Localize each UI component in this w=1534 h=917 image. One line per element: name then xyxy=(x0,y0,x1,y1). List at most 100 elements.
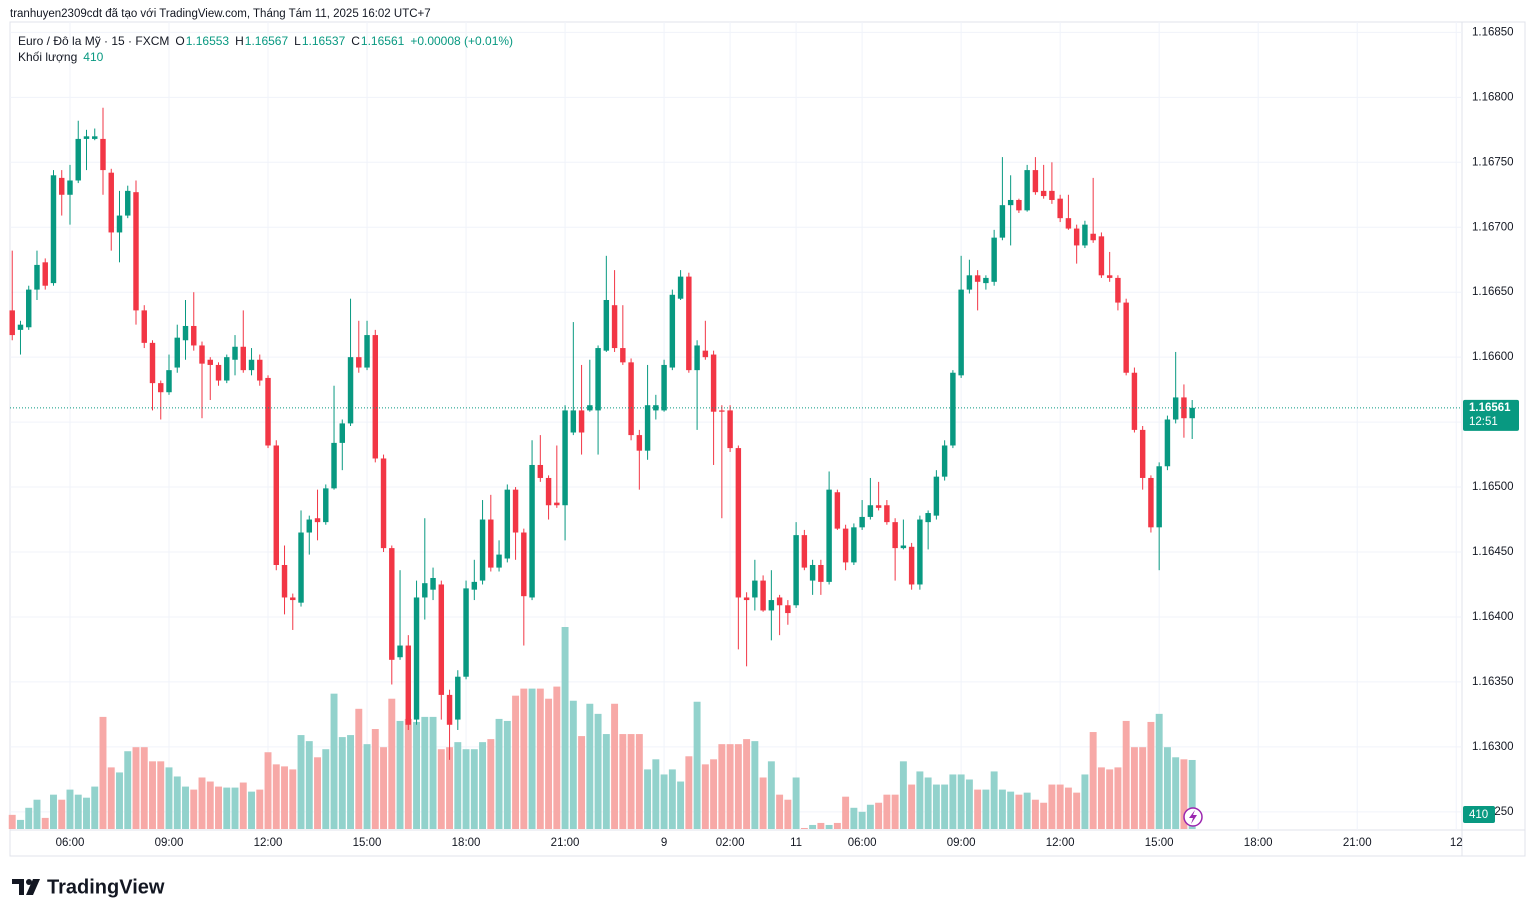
volume-bar xyxy=(371,729,379,829)
volume-bar xyxy=(132,747,140,829)
volume-bar xyxy=(635,734,643,829)
volume-bar xyxy=(536,688,544,829)
x-tick-label: 12:00 xyxy=(254,837,283,849)
candle-body xyxy=(50,175,57,284)
volume-bar xyxy=(165,767,173,829)
candle-body xyxy=(471,581,478,590)
candle-body xyxy=(1172,397,1179,420)
volume-bar xyxy=(842,796,850,829)
candle-body xyxy=(620,348,626,363)
volume-bar xyxy=(1163,747,1171,829)
volume-bar xyxy=(809,824,817,829)
candle-body xyxy=(1123,302,1129,373)
candle-body xyxy=(306,519,313,533)
volume-bar xyxy=(1073,792,1081,829)
candle-body xyxy=(215,364,222,381)
candle-body xyxy=(298,532,304,603)
ohlc-value: 1.16567 xyxy=(245,34,289,48)
volume-bar xyxy=(677,781,685,829)
volume-bar xyxy=(883,794,891,829)
volume-bar xyxy=(206,781,214,829)
candle-body xyxy=(727,410,733,449)
candle-body xyxy=(562,410,568,506)
volume-bar xyxy=(239,782,247,829)
volume-bar xyxy=(1081,774,1089,829)
x-tick-label: 18:00 xyxy=(452,837,481,849)
y-tick-label: 1.16300 xyxy=(1472,741,1514,753)
candle-body xyxy=(281,564,288,598)
candle-body xyxy=(26,289,32,328)
candle-body xyxy=(768,600,775,611)
candle-body xyxy=(991,237,997,282)
candle-body xyxy=(182,325,189,341)
volume-bar xyxy=(701,764,709,829)
volume-bar xyxy=(173,776,181,829)
volume-bar xyxy=(25,807,33,829)
volume-bar xyxy=(800,827,808,829)
volume-bar xyxy=(248,791,255,829)
ohlc-value: 1.16553 xyxy=(186,34,230,48)
volume-legend-value: 410 xyxy=(83,50,103,64)
candle-body xyxy=(339,423,346,443)
volume-bar xyxy=(149,761,156,829)
candle-body xyxy=(603,299,610,351)
candle-body xyxy=(59,177,65,195)
volume-bar xyxy=(157,761,165,829)
volume-bar xyxy=(974,789,982,829)
ohlc-letter: O xyxy=(175,34,184,48)
volume-bar xyxy=(487,739,495,829)
candle-body xyxy=(999,205,1006,238)
y-tick-label: 1.16750 xyxy=(1472,156,1514,168)
candle-body xyxy=(1156,466,1162,528)
volume-bar xyxy=(1056,784,1064,829)
y-tick-label: 1.16800 xyxy=(1472,91,1514,103)
volume-bar xyxy=(982,789,990,829)
candle-body xyxy=(908,546,915,585)
y-tick-label: 1.16600 xyxy=(1472,351,1514,363)
candle-body xyxy=(669,294,676,368)
candle-body xyxy=(884,505,890,523)
volume-bar xyxy=(8,814,16,829)
volume-bar xyxy=(1023,792,1031,829)
candle-body xyxy=(966,275,973,290)
volume-bar xyxy=(33,799,41,829)
volume-bar xyxy=(1040,802,1048,829)
candle-body xyxy=(578,410,585,433)
candle-body xyxy=(917,519,923,585)
alert-icon[interactable] xyxy=(1183,807,1203,827)
volume-bar xyxy=(833,822,841,829)
volume-bar xyxy=(528,688,536,829)
y-tick-label: 1.16500 xyxy=(1472,481,1514,493)
candle-body xyxy=(1115,277,1121,303)
volume-bar xyxy=(322,749,330,829)
volume-bar xyxy=(404,718,412,829)
y-tick-label: 1.16850 xyxy=(1472,26,1514,38)
candle-body xyxy=(1090,233,1096,241)
volume-bar xyxy=(998,789,1006,829)
volume-bar xyxy=(858,811,866,829)
volume-bar xyxy=(1188,759,1196,829)
candle-body xyxy=(636,435,643,451)
volume-bar xyxy=(107,767,115,829)
volume-bar xyxy=(875,802,883,829)
candle-body xyxy=(455,676,461,720)
y-tick-label: 1.16400 xyxy=(1472,611,1514,623)
candle-body xyxy=(702,350,709,358)
volume-bar xyxy=(272,764,280,829)
candle-body xyxy=(207,359,213,365)
volume-bar xyxy=(462,749,470,829)
volume-bar xyxy=(916,771,924,829)
x-tick-label: 18:00 xyxy=(1244,837,1273,849)
volume-bar xyxy=(965,779,973,829)
volume-bar xyxy=(58,799,66,829)
candle-body xyxy=(34,264,40,290)
logo[interactable]: TradingView xyxy=(12,876,165,898)
candle-body xyxy=(67,180,73,195)
candle-body xyxy=(422,583,428,598)
volume-bar xyxy=(1064,787,1072,829)
candle-body xyxy=(273,445,279,565)
x-tick-label: 09:00 xyxy=(947,837,976,849)
candle-body xyxy=(719,410,725,412)
candle-body xyxy=(941,445,948,477)
candle-body xyxy=(413,597,420,720)
